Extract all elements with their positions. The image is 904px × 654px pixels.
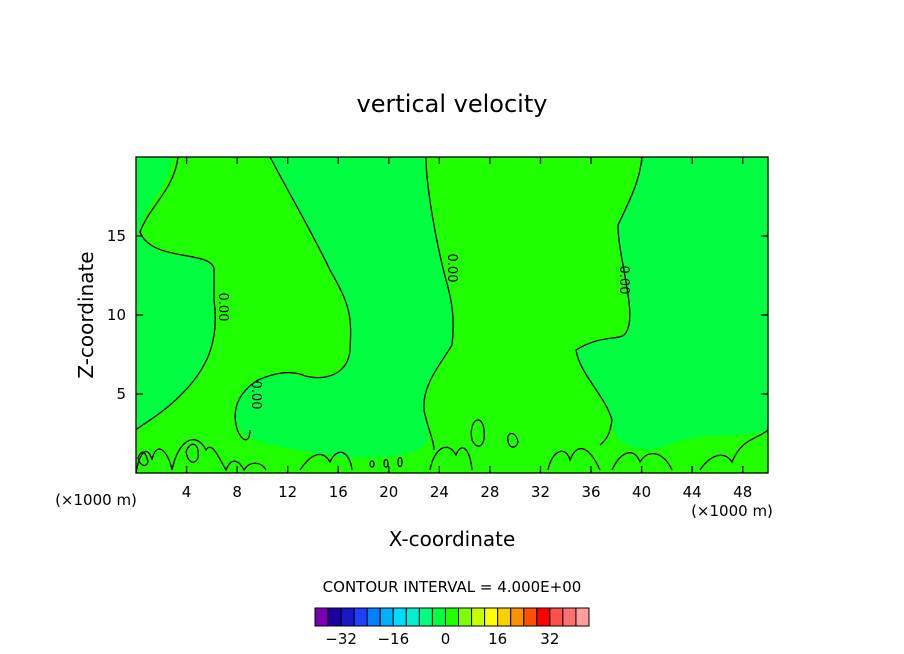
zero-contour-line bbox=[135, 156, 216, 431]
x-tick-label: 12 bbox=[278, 483, 297, 501]
colorbar-swatch bbox=[392, 607, 407, 627]
x-unit-left: (×1000 m) bbox=[55, 491, 137, 509]
x-axis-ticks: 4 8 12 16 20 24 28 32 36 40 44 48 bbox=[182, 157, 752, 501]
colorbar-swatch bbox=[484, 607, 499, 627]
colorbar-swatch bbox=[458, 607, 473, 627]
colorbar-swatch bbox=[418, 607, 433, 627]
colorbar-tick-label: 16 bbox=[488, 630, 507, 648]
colorbar-tick-label: −16 bbox=[377, 630, 409, 648]
colorbar-tick-label: −32 bbox=[325, 630, 357, 648]
contour-label: 0.00 bbox=[248, 381, 263, 410]
y-tick-label: 15 bbox=[107, 227, 126, 245]
colorbar-swatch bbox=[405, 607, 420, 627]
zero-contour-line bbox=[470, 419, 485, 447]
colorbar-swatch bbox=[379, 607, 394, 627]
x-tick-label: 32 bbox=[531, 483, 550, 501]
colorbar-swatch bbox=[353, 607, 368, 627]
colorbar-swatch bbox=[497, 607, 512, 627]
colorbar-swatch bbox=[366, 607, 381, 627]
contour-labels: 0.00 0.00 0.00 0.00 bbox=[215, 254, 631, 410]
zero-contour-line bbox=[234, 156, 352, 441]
colorbar-swatch bbox=[575, 607, 590, 627]
colorbar-swatch bbox=[510, 607, 525, 627]
x-tick-label: 28 bbox=[480, 483, 499, 501]
zero-contour-line bbox=[507, 432, 519, 448]
x-tick-label: 20 bbox=[379, 483, 398, 501]
plot-area: 0.00 0.00 0.00 0.00 bbox=[135, 156, 769, 474]
x-tick-label: 24 bbox=[430, 483, 449, 501]
contour-interval: CONTOUR INTERVAL = 4.000E+00 bbox=[323, 578, 582, 596]
colorbar-swatch bbox=[327, 607, 342, 627]
zero-contours bbox=[135, 156, 769, 474]
colorbar-swatch bbox=[549, 607, 564, 627]
contour-fills bbox=[136, 157, 768, 473]
colorbar-swatch bbox=[562, 607, 577, 627]
x-tick-label: 16 bbox=[329, 483, 348, 501]
zero-contour-line bbox=[547, 447, 601, 471]
x-tick-label: 36 bbox=[581, 483, 600, 501]
x-unit-right: (×1000 m) bbox=[691, 502, 773, 520]
x-tick-label: 8 bbox=[232, 483, 242, 501]
y-tick-label: 5 bbox=[116, 385, 126, 403]
y-tick-label: 10 bbox=[107, 306, 126, 324]
y-axis-ticks: 5 10 15 bbox=[107, 227, 768, 403]
colorbar-swatch bbox=[444, 607, 460, 627]
zero-contour-line bbox=[383, 458, 389, 468]
colorbar-swatch bbox=[471, 607, 486, 627]
colorbar-tick-label: 32 bbox=[540, 630, 559, 648]
colorbar-ticks: −32 −16 0 16 32 bbox=[325, 630, 559, 648]
zero-contour-line bbox=[185, 443, 199, 463]
colorbar-swatch bbox=[523, 607, 538, 627]
colorbar-swatch bbox=[340, 607, 355, 627]
contour-label: 0.00 bbox=[444, 254, 459, 283]
colorbar-swatch bbox=[536, 607, 551, 627]
contour-label: 0.00 bbox=[215, 293, 230, 322]
x-axis-label: X-coordinate bbox=[389, 527, 516, 551]
x-tick-label: 44 bbox=[683, 483, 702, 501]
colorbar-swatch bbox=[314, 607, 329, 627]
zero-contour-line bbox=[135, 438, 267, 474]
zero-contour-line bbox=[137, 451, 149, 467]
colorbar bbox=[314, 607, 590, 627]
x-tick-label: 4 bbox=[182, 483, 192, 501]
y-axis-label: Z-coordinate bbox=[74, 251, 98, 378]
zero-contour-line bbox=[299, 451, 353, 471]
chart-title: vertical velocity bbox=[357, 90, 548, 118]
x-tick-label: 40 bbox=[632, 483, 651, 501]
x-tick-label: 48 bbox=[733, 483, 752, 501]
positive-region bbox=[136, 157, 768, 473]
zero-contour-line bbox=[369, 460, 375, 468]
zero-contour-line bbox=[429, 446, 473, 471]
zero-contour-line bbox=[575, 156, 643, 446]
zero-contour-line bbox=[611, 452, 673, 471]
contour-label: 0.00 bbox=[616, 266, 631, 295]
colorbar-swatch bbox=[431, 607, 446, 627]
colorbar-tick-label: 0 bbox=[441, 630, 451, 648]
zero-contour-line bbox=[423, 156, 454, 451]
zero-contour-line bbox=[397, 456, 403, 468]
zero-contour-line bbox=[699, 429, 769, 471]
